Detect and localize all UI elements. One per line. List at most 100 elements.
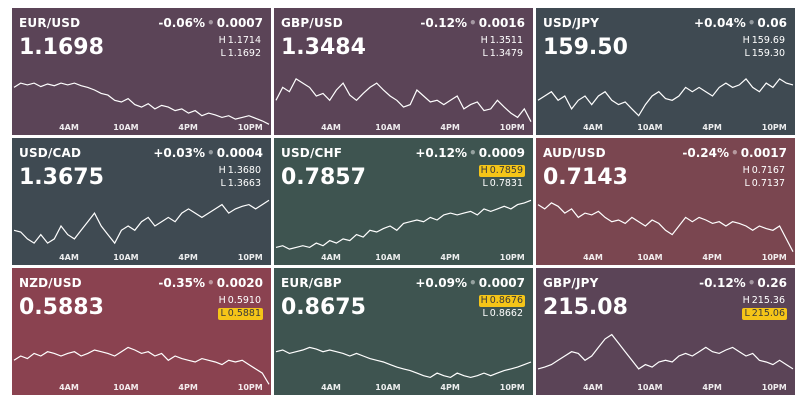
pip-change: 0.0016 <box>478 16 525 30</box>
separator-dot: • <box>747 16 756 30</box>
time-axis-label: 4AM <box>59 253 79 262</box>
high-key: H <box>742 35 750 46</box>
percent-change: +0.03% <box>153 146 206 160</box>
price-sparkline <box>13 346 270 385</box>
pair-label: GBP/USD <box>281 16 343 30</box>
time-axis-label: 10PM <box>499 123 525 132</box>
percent-change: +0.09% <box>415 276 468 290</box>
time-axis-label: 4PM <box>702 123 722 132</box>
change-summary: -0.35% • 0.0020 <box>158 276 263 290</box>
currency-tile[interactable]: AUD/USD -0.24% • 0.0017 0.7143 H 0.7167 L 0.7137… <box>536 138 795 265</box>
pip-change: 0.0009 <box>478 146 525 160</box>
high-value: 159.69 <box>751 35 785 46</box>
separator-dot: • <box>469 16 477 30</box>
high-value: 1.3511 <box>489 35 523 46</box>
day-low: L 0.8662 <box>480 308 525 320</box>
time-axis-label: 10AM <box>375 383 401 392</box>
change-summary: +0.12% • 0.0009 <box>415 146 525 160</box>
price: 159.50 <box>543 35 628 60</box>
time-axis-label: 4AM <box>321 253 341 262</box>
percent-change: -0.12% <box>699 276 746 290</box>
price: 1.1698 <box>19 35 104 60</box>
low-value: 1.3663 <box>227 178 261 189</box>
currency-tile[interactable]: USD/JPY +0.04% • 0.06 159.50 H 159.69 L 159.30 4A… <box>536 8 795 135</box>
price-sparkline <box>537 202 794 252</box>
day-high: H 1.3511 <box>479 35 525 47</box>
currency-tile[interactable]: EUR/GBP +0.09% • 0.0007 0.8675 H 0.8676 L 0.8662… <box>274 268 533 395</box>
sparkline-path <box>275 346 532 379</box>
low-key: L <box>220 308 226 319</box>
time-axis-label: 4PM <box>440 253 460 262</box>
day-low: L 0.5881 <box>218 308 263 320</box>
percent-change: -0.12% <box>420 16 468 30</box>
change-summary: +0.03% • 0.0004 <box>153 146 263 160</box>
day-high: H 0.7167 <box>741 165 787 177</box>
time-axis-label: 10AM <box>637 383 663 392</box>
time-axis-label: 10PM <box>761 253 787 262</box>
sparkline-path <box>537 78 794 117</box>
time-axis-label: 4AM <box>59 123 79 132</box>
currency-tile[interactable]: GBP/USD -0.12% • 0.0016 1.3484 H 1.3511 L 1.3479… <box>274 8 533 135</box>
time-axis-label: 4AM <box>321 123 341 132</box>
pair-label: EUR/USD <box>19 16 81 30</box>
time-axis-label: 10AM <box>113 123 139 132</box>
day-low: L 1.3663 <box>218 178 263 190</box>
day-high: H 159.69 <box>741 35 787 47</box>
high-key: H <box>742 295 750 306</box>
day-high: H 215.36 <box>741 295 787 307</box>
low-value: 1.3479 <box>489 48 523 59</box>
pair-label: USD/CHF <box>281 146 343 160</box>
high-key: H <box>480 35 488 46</box>
price-sparkline <box>275 346 532 379</box>
pair-label: GBP/JPY <box>543 276 599 290</box>
pair-label: USD/JPY <box>543 16 600 30</box>
sparkline-path <box>275 199 532 250</box>
change-summary: +0.09% • 0.0007 <box>415 276 525 290</box>
time-axis-label: 10PM <box>761 383 787 392</box>
currency-grid: EUR/USD -0.06% • 0.0007 1.1698 H 1.1714 L 1.1692… <box>12 8 795 395</box>
sparkline-path <box>537 333 794 370</box>
pip-change: 0.26 <box>757 276 787 290</box>
low-key: L <box>744 308 750 319</box>
low-value: 0.5881 <box>227 308 261 319</box>
day-high: H 0.5910 <box>217 295 263 307</box>
high-value: 1.3680 <box>227 165 261 176</box>
separator-dot: • <box>731 146 739 160</box>
currency-tile[interactable]: USD/CAD +0.03% • 0.0004 1.3675 H 1.3680 L 1.3663… <box>12 138 271 265</box>
time-axis-label: 10PM <box>237 123 263 132</box>
change-summary: -0.12% • 0.0016 <box>420 16 525 30</box>
time-axis-label: 4AM <box>583 383 603 392</box>
high-key: H <box>218 165 226 176</box>
day-low: L 0.7137 <box>742 178 787 190</box>
low-key: L <box>744 48 750 59</box>
high-value: 0.8676 <box>489 295 523 306</box>
currency-tile[interactable]: EUR/USD -0.06% • 0.0007 1.1698 H 1.1714 L 1.1692… <box>12 8 271 135</box>
separator-dot: • <box>469 276 477 290</box>
day-low: L 1.1692 <box>218 48 263 60</box>
time-axis-label: 10AM <box>375 123 401 132</box>
high-key: H <box>218 295 226 306</box>
high-value: 215.36 <box>751 295 785 306</box>
high-value: 0.7167 <box>751 165 785 176</box>
day-low: L 1.3479 <box>480 48 525 60</box>
low-key: L <box>220 48 226 59</box>
price: 0.7143 <box>543 165 628 190</box>
percent-change: -0.06% <box>158 16 206 30</box>
pip-change: 0.06 <box>757 16 787 30</box>
low-value: 0.7831 <box>489 178 523 189</box>
currency-tile[interactable]: USD/CHF +0.12% • 0.0009 0.7857 H 0.7859 L 0.7831… <box>274 138 533 265</box>
time-axis-label: 10PM <box>761 123 787 132</box>
price: 215.08 <box>543 295 628 320</box>
sparkline-path <box>13 346 270 385</box>
price-sparkline <box>275 199 532 250</box>
sparkline-path <box>13 82 270 125</box>
currency-tile[interactable]: GBP/JPY -0.12% • 0.26 215.08 H 215.36 L 215.06 4A… <box>536 268 795 395</box>
price: 1.3675 <box>19 165 104 190</box>
low-value: 215.06 <box>751 308 785 319</box>
currency-tile[interactable]: NZD/USD -0.35% • 0.0020 0.5883 H 0.5910 L 0.5881… <box>12 268 271 395</box>
price-sparkline <box>13 82 270 125</box>
time-axis-label: 10PM <box>237 253 263 262</box>
low-value: 0.8662 <box>489 308 523 319</box>
day-high: H 0.8676 <box>478 295 525 307</box>
time-axis-label: 4PM <box>178 253 198 262</box>
